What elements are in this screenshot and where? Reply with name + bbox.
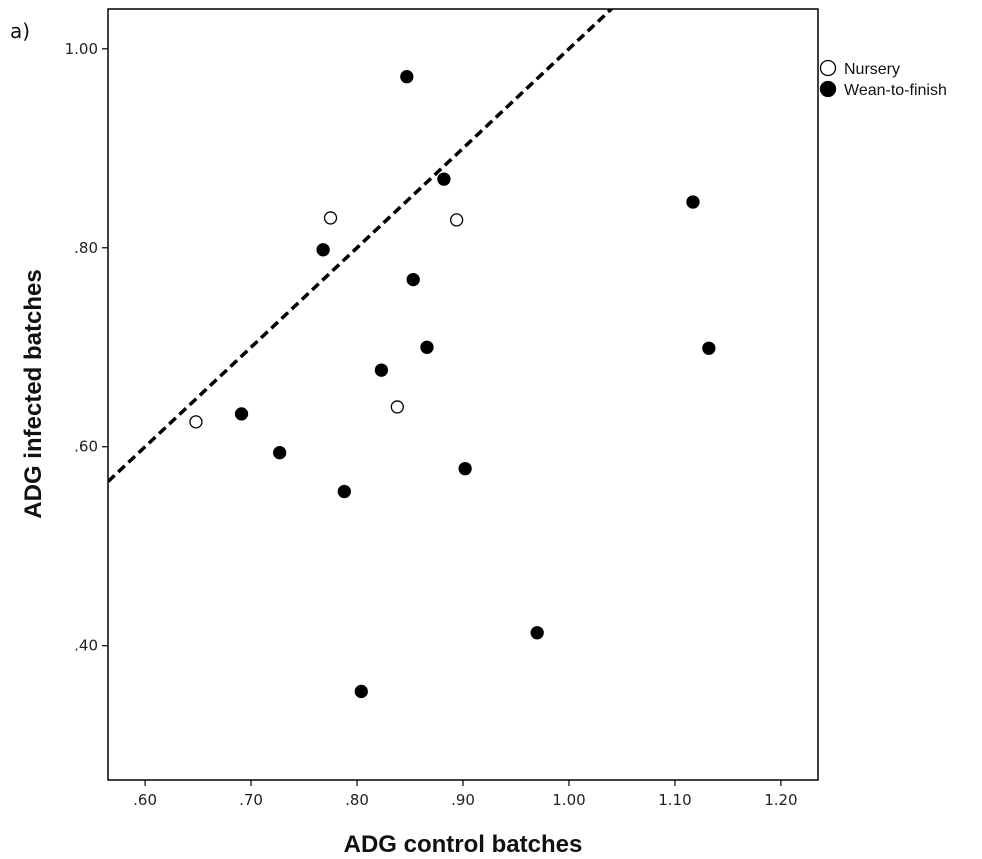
legend: Nursery Wean-to-finish (819, 59, 947, 99)
x-axis: .60 .70 .80 .90 1.00 1.10 1.20 (133, 780, 798, 809)
panel-label: a) (10, 19, 30, 43)
x-tick-label: .80 (345, 791, 369, 809)
wean-to-finish-point (530, 626, 544, 640)
data-points (189, 69, 716, 699)
x-tick-label: 1.20 (764, 791, 797, 809)
legend-wean-to-finish-marker (819, 80, 837, 98)
nursery-point (390, 400, 404, 414)
plot-area-frame (107, 8, 819, 781)
wean-to-finish-point (686, 195, 700, 209)
x-tick-label: .60 (133, 791, 157, 809)
y-tick-label: .80 (74, 239, 98, 257)
wean-to-finish-point (234, 407, 249, 421)
wean-to-finish-point (374, 363, 389, 377)
y-tick-label: .60 (74, 438, 98, 456)
wean-to-finish-point (702, 341, 716, 355)
wean-to-finish-point (354, 684, 368, 699)
nursery-point (323, 211, 338, 225)
legend-label: Nursery (844, 61, 900, 78)
y-tick-label: 1.00 (65, 40, 98, 58)
legend-label: Wean-to-finish (844, 82, 947, 99)
x-tick-label: .90 (451, 791, 475, 809)
wean-to-finish-point (273, 446, 287, 460)
wean-to-finish-point (458, 461, 472, 476)
nursery-point (449, 213, 464, 227)
wean-to-finish-point (406, 272, 420, 287)
wean-to-finish-point (437, 172, 451, 186)
x-tick-label: 1.00 (552, 791, 585, 809)
wean-to-finish-point (316, 243, 330, 257)
x-axis-title: ADG control batches (344, 831, 583, 858)
y-axis: .40 .60 .80 1.00 (65, 40, 108, 655)
reference-line (108, 9, 614, 483)
wean-to-finish-point (400, 69, 414, 84)
y-tick-label: .40 (74, 637, 98, 655)
y-axis-title: ADG infected batches (20, 269, 47, 518)
nursery-point (189, 415, 203, 429)
x-tick-label: 1.10 (658, 791, 691, 809)
legend-nursery-marker (819, 59, 837, 77)
wean-to-finish-point (420, 340, 434, 354)
x-tick-label: .70 (239, 791, 263, 809)
wean-to-finish-point (337, 484, 351, 499)
